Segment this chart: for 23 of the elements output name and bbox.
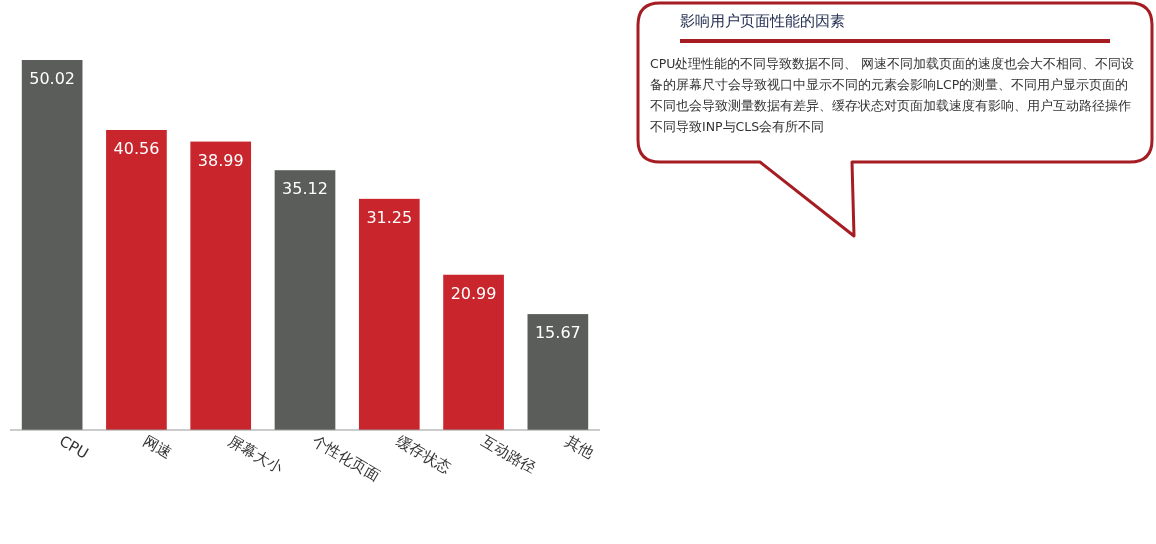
data-label: 35.12 bbox=[282, 179, 328, 199]
data-label: 15.67 bbox=[534, 323, 581, 343]
data-label: 20.99 bbox=[450, 283, 497, 303]
bar bbox=[190, 141, 252, 430]
text: 影响用户页面性能的因素 bbox=[680, 12, 1110, 43]
bar bbox=[21, 60, 83, 430]
data-label: 50.02 bbox=[29, 69, 76, 88]
data-label: 31.25 bbox=[366, 207, 413, 227]
text: CPU处理性能的不同导致数据不同、 网速不同加载页面的速度也会大不相同、不同设备的屏幕尺寸会导致视口中显示不同的元素会影响LCP的测量、不同用户显示页面的不同也会导致测量数据有差异、缓存状态对页面加载速度有影响、用户互动路径操作不同导致INP与CLS会有所不同 bbox=[650, 55, 1136, 136]
bar bbox=[274, 170, 336, 430]
x-tick-label: CPU bbox=[56, 431, 92, 463]
x-tick-label: 缓存状态 bbox=[393, 431, 455, 478]
bar bbox=[443, 274, 504, 430]
x-tick-label: 屏幕大小 bbox=[224, 431, 286, 478]
x-tick-label: 个性化页面 bbox=[309, 431, 383, 485]
bar bbox=[106, 129, 167, 430]
x-tick-label: 互动路径 bbox=[477, 431, 539, 478]
data-label: 40.56 bbox=[113, 138, 160, 158]
x-tick-label: 网速 bbox=[140, 431, 176, 463]
data-label: 38.99 bbox=[197, 150, 244, 170]
bar bbox=[527, 314, 589, 430]
x-tick-label: 其他 bbox=[561, 431, 597, 463]
bar bbox=[358, 198, 420, 430]
